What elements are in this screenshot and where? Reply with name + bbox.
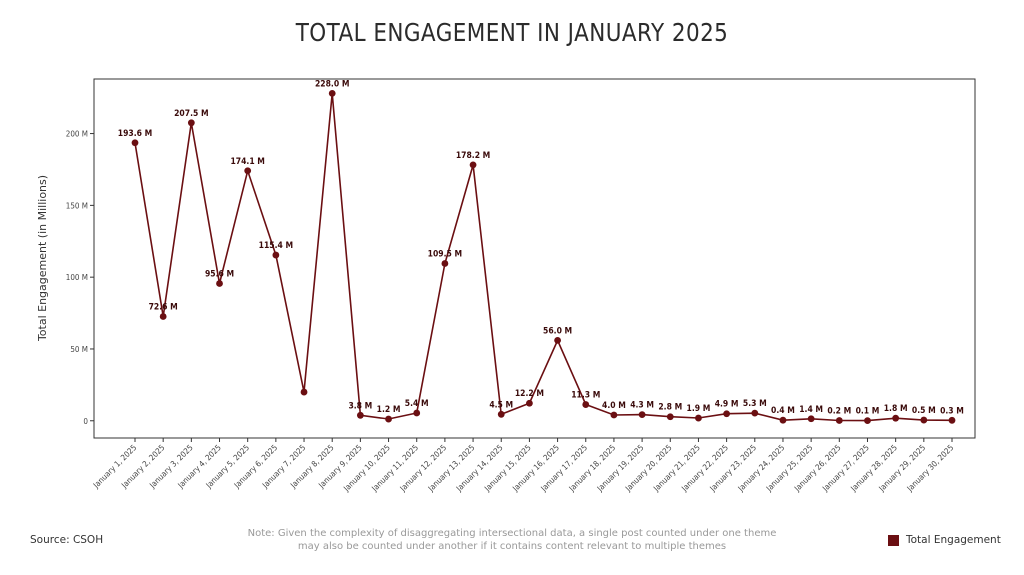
data-label: 109.5 M bbox=[428, 250, 462, 260]
data-point bbox=[807, 415, 815, 423]
data-label: 0.1 M bbox=[856, 407, 880, 417]
series-line bbox=[134, 93, 953, 422]
data-label: 115.4 M bbox=[259, 241, 293, 251]
data-point bbox=[413, 409, 421, 417]
data-points bbox=[131, 89, 956, 425]
data-point bbox=[356, 411, 364, 419]
data-point bbox=[723, 410, 731, 418]
y-tick-label: 150 M bbox=[66, 201, 88, 210]
data-point bbox=[469, 161, 477, 169]
data-point bbox=[582, 401, 590, 408]
data-point bbox=[751, 409, 759, 417]
data-point bbox=[610, 411, 618, 419]
data-point bbox=[300, 388, 308, 396]
y-tick-label: 50 M bbox=[70, 345, 88, 354]
data-label: 12.2 M bbox=[515, 389, 544, 399]
data-point bbox=[131, 139, 139, 147]
data-label: 174.1 M bbox=[230, 157, 264, 167]
data-point bbox=[554, 336, 561, 344]
data-label: 178.2 M bbox=[456, 151, 490, 161]
data-label: 5.3 M bbox=[743, 399, 767, 409]
data-label: 4.0 M bbox=[602, 401, 626, 411]
data-point bbox=[779, 416, 787, 424]
y-tick-label: 0 bbox=[83, 417, 88, 426]
data-label: 1.4 M bbox=[799, 405, 823, 415]
data-label: 1.9 M bbox=[687, 404, 711, 414]
data-label: 5.4 M bbox=[405, 399, 429, 409]
data-label: 56.0 M bbox=[543, 326, 572, 336]
data-point bbox=[526, 399, 533, 407]
legend-label: Total Engagement bbox=[906, 534, 1001, 546]
data-label: 193.6 M bbox=[118, 129, 152, 139]
data-labels: 193.6 M 72.6 M 207.5 M 95.6 M 174.1 M 115.4 M… bbox=[118, 79, 964, 416]
data-label: 1.8 M bbox=[884, 404, 908, 414]
data-label: 4.5 M bbox=[489, 400, 513, 410]
y-axis-ticks: 0 50 M 100 M 150 M 200 M bbox=[66, 130, 94, 426]
data-point bbox=[864, 417, 871, 425]
data-point bbox=[385, 415, 392, 423]
source-note: Source: CSOH bbox=[30, 534, 104, 546]
data-label: 4.3 M bbox=[630, 401, 654, 411]
data-point bbox=[695, 414, 702, 422]
data-point bbox=[920, 416, 928, 424]
y-tick-label: 200 M bbox=[66, 130, 88, 139]
methodology-note: Note: Given the complexity of disaggrega… bbox=[247, 528, 777, 552]
data-label: 72.6 M bbox=[149, 303, 178, 313]
data-label: 0.3 M bbox=[940, 406, 964, 416]
chart-title: TOTAL ENGAGEMENT IN JANUARY 2025 bbox=[295, 18, 729, 47]
data-point bbox=[892, 414, 900, 422]
legend: Total Engagement bbox=[888, 534, 1001, 546]
data-point bbox=[638, 411, 646, 418]
data-point bbox=[244, 167, 252, 175]
data-point bbox=[216, 280, 223, 287]
data-point bbox=[948, 416, 956, 424]
data-label: 0.5 M bbox=[912, 406, 936, 416]
data-label: 2.8 M bbox=[658, 403, 682, 413]
data-point bbox=[187, 119, 195, 127]
data-label: 11.3 M bbox=[571, 391, 600, 401]
data-point bbox=[441, 260, 449, 267]
data-label: 95.6 M bbox=[205, 269, 234, 279]
y-tick-label: 100 M bbox=[66, 273, 88, 282]
data-point bbox=[666, 413, 674, 421]
legend-swatch bbox=[888, 534, 899, 546]
data-point bbox=[328, 89, 336, 97]
data-label: 1.2 M bbox=[377, 405, 401, 415]
data-point bbox=[835, 417, 843, 424]
data-label: 4.9 M bbox=[715, 400, 739, 410]
plot-area-frame bbox=[93, 78, 976, 439]
data-point bbox=[272, 251, 280, 259]
data-label: 207.5 M bbox=[174, 109, 208, 119]
data-label: 0.4 M bbox=[771, 406, 795, 416]
data-label: 3.8 M bbox=[348, 401, 372, 411]
data-point bbox=[159, 313, 167, 320]
data-label: 0.2 M bbox=[827, 406, 851, 416]
data-label: 228.0 M bbox=[315, 79, 349, 89]
y-axis-label: Total Engagement (in Millions) bbox=[36, 175, 49, 342]
data-point bbox=[497, 410, 505, 418]
